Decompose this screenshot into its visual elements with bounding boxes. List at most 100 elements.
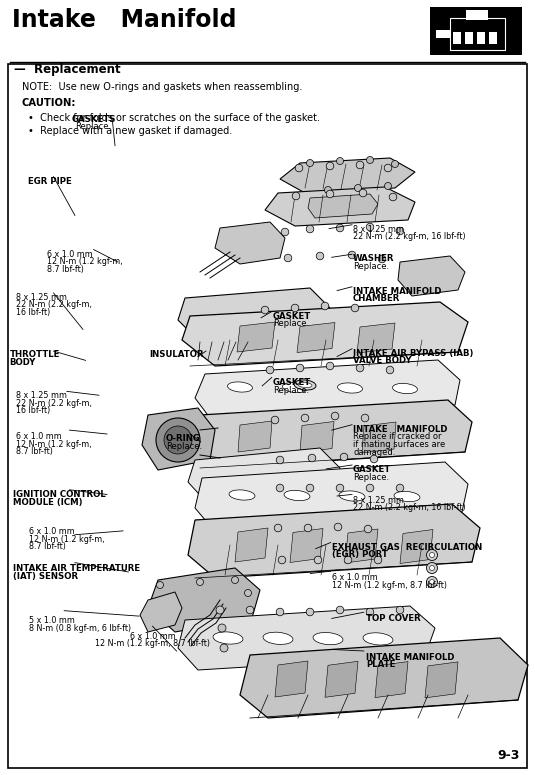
Text: 6 x 1.0 mm: 6 x 1.0 mm — [16, 432, 62, 442]
Circle shape — [366, 157, 373, 164]
Text: •  Check for folds or scratches on the surface of the gasket.: • Check for folds or scratches on the su… — [28, 113, 320, 123]
Circle shape — [331, 412, 339, 420]
Text: —  Replacement: — Replacement — [14, 63, 120, 76]
Text: 16 lbf-ft): 16 lbf-ft) — [16, 308, 50, 317]
Circle shape — [306, 484, 314, 492]
Circle shape — [276, 456, 284, 463]
Circle shape — [378, 255, 386, 263]
Text: 8.7 lbf-ft): 8.7 lbf-ft) — [16, 447, 53, 456]
Circle shape — [336, 224, 344, 232]
Circle shape — [274, 524, 282, 532]
Circle shape — [326, 162, 334, 170]
Text: INTAKE   MANIFOLD: INTAKE MANIFOLD — [353, 425, 448, 434]
Circle shape — [348, 251, 356, 259]
Polygon shape — [425, 662, 458, 698]
Text: EGR PIPE: EGR PIPE — [28, 177, 72, 186]
Circle shape — [246, 606, 254, 614]
Circle shape — [370, 455, 378, 463]
Text: Replace.: Replace. — [273, 386, 309, 395]
Polygon shape — [148, 568, 260, 632]
Circle shape — [218, 624, 226, 632]
Polygon shape — [280, 158, 415, 193]
Circle shape — [396, 484, 404, 492]
Polygon shape — [235, 528, 268, 562]
Text: CAUTION:: CAUTION: — [22, 98, 77, 108]
Polygon shape — [357, 323, 395, 353]
Text: INTAKE AIR TEMPERATURE: INTAKE AIR TEMPERATURE — [13, 564, 141, 573]
Circle shape — [361, 414, 369, 422]
Text: Replace if cracked or: Replace if cracked or — [353, 432, 441, 442]
Polygon shape — [275, 661, 308, 697]
Circle shape — [216, 606, 224, 614]
Text: 8 x 1.25 mm: 8 x 1.25 mm — [353, 496, 404, 505]
Circle shape — [351, 305, 359, 312]
Circle shape — [336, 606, 344, 614]
Text: 22 N-m (2.2 kgf-m,: 22 N-m (2.2 kgf-m, — [16, 301, 92, 309]
Circle shape — [340, 453, 348, 461]
Circle shape — [325, 187, 332, 194]
Circle shape — [334, 523, 342, 531]
Circle shape — [426, 577, 438, 587]
Text: 8 x 1.25 mm: 8 x 1.25 mm — [16, 391, 67, 401]
Text: if mating surfaces are: if mating surfaces are — [353, 440, 445, 449]
Circle shape — [232, 577, 239, 584]
Polygon shape — [140, 592, 182, 632]
Polygon shape — [240, 638, 528, 718]
Circle shape — [356, 364, 364, 372]
Circle shape — [396, 606, 404, 614]
Text: 22 N-m (2.2 kgf-m, 16 lbf-ft): 22 N-m (2.2 kgf-m, 16 lbf-ft) — [353, 504, 466, 512]
Circle shape — [296, 364, 304, 372]
Text: 16 lbf-ft): 16 lbf-ft) — [16, 406, 50, 415]
Circle shape — [295, 164, 303, 172]
Text: EXHAUST GAS  RECIRCULATION: EXHAUST GAS RECIRCULATION — [332, 542, 482, 552]
Text: PLATE: PLATE — [366, 660, 396, 670]
Text: 8.7 lbf-ft): 8.7 lbf-ft) — [29, 542, 66, 551]
Circle shape — [308, 454, 316, 462]
Text: 6 x 1.0 mm: 6 x 1.0 mm — [29, 527, 75, 536]
Circle shape — [344, 556, 352, 563]
Circle shape — [426, 563, 438, 574]
Circle shape — [355, 184, 362, 191]
Circle shape — [304, 524, 312, 532]
Circle shape — [392, 160, 399, 167]
Text: 22 N-m (2.2 kgf-m,: 22 N-m (2.2 kgf-m, — [16, 399, 92, 408]
Text: 6 x 1.0 mm: 6 x 1.0 mm — [332, 574, 378, 583]
Circle shape — [366, 223, 374, 231]
Text: CHAMBER: CHAMBER — [353, 294, 401, 304]
Circle shape — [386, 367, 394, 374]
Polygon shape — [215, 222, 285, 264]
FancyBboxPatch shape — [436, 30, 450, 38]
Ellipse shape — [294, 380, 316, 390]
Polygon shape — [178, 288, 330, 342]
Text: MODULE (ICM): MODULE (ICM) — [13, 498, 83, 507]
FancyBboxPatch shape — [430, 7, 522, 55]
Polygon shape — [345, 529, 378, 563]
Text: GASKET: GASKET — [273, 312, 311, 321]
Polygon shape — [188, 504, 480, 578]
Circle shape — [278, 556, 286, 563]
Text: O-RING: O-RING — [166, 434, 201, 443]
Text: GASKET: GASKET — [273, 378, 311, 388]
Circle shape — [276, 484, 284, 492]
Circle shape — [271, 416, 279, 424]
Text: (EGR) PORT: (EGR) PORT — [332, 550, 387, 560]
Circle shape — [359, 189, 367, 197]
Polygon shape — [195, 360, 460, 418]
Circle shape — [366, 484, 374, 492]
Text: IGNITION CONTROL: IGNITION CONTROL — [13, 490, 106, 499]
Polygon shape — [142, 408, 215, 470]
Text: INTAKE MANIFOLD: INTAKE MANIFOLD — [353, 287, 441, 296]
Text: VALVE BODY: VALVE BODY — [353, 356, 412, 366]
FancyBboxPatch shape — [8, 64, 527, 768]
Polygon shape — [265, 187, 415, 226]
Text: 12 N-m (1.2 kgf-m, 8.7 lbf-ft): 12 N-m (1.2 kgf-m, 8.7 lbf-ft) — [332, 581, 447, 590]
Ellipse shape — [298, 382, 312, 388]
Text: 9-3: 9-3 — [498, 749, 520, 762]
Text: 12 N-m (1.2 kgf-m,: 12 N-m (1.2 kgf-m, — [16, 440, 91, 449]
Ellipse shape — [213, 632, 243, 644]
Circle shape — [220, 644, 228, 652]
Text: TOP COVER: TOP COVER — [366, 614, 421, 623]
Ellipse shape — [338, 383, 362, 393]
Ellipse shape — [393, 384, 417, 394]
Text: INTAKE MANIFOLD: INTAKE MANIFOLD — [366, 653, 455, 662]
